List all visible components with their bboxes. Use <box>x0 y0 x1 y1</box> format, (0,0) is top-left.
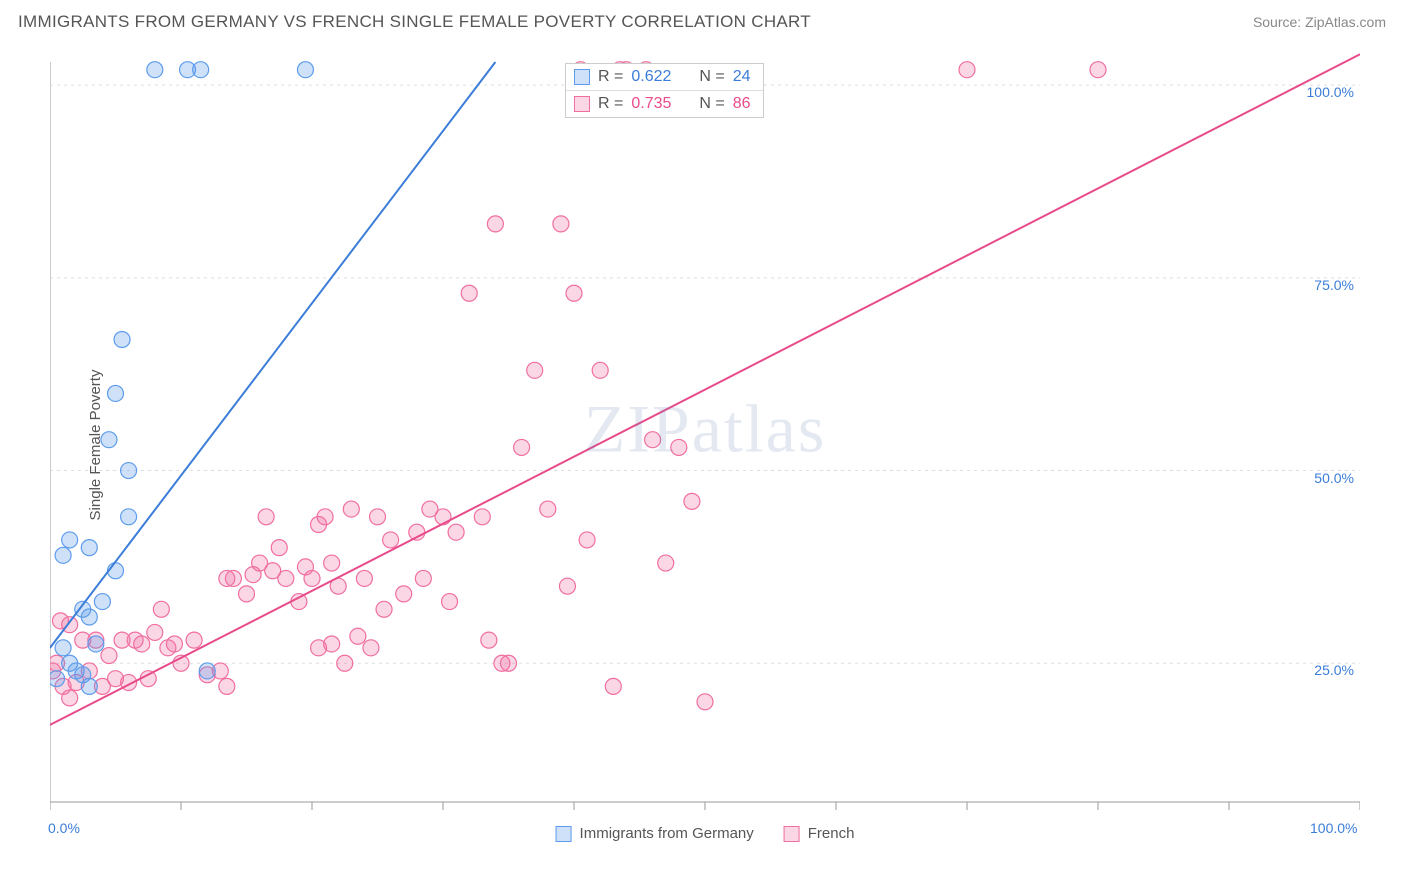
y-tick-label: 50.0% <box>1314 470 1354 486</box>
legend-swatch-icon <box>784 826 800 842</box>
r-value: 0.735 <box>631 95 671 113</box>
y-tick-label: 100.0% <box>1307 84 1354 100</box>
correlation-row: R = 0.622 N = 24 <box>566 64 763 91</box>
n-label: N = <box>699 68 724 86</box>
legend-item: French <box>784 825 855 842</box>
y-tick-label: 75.0% <box>1314 277 1354 293</box>
correlation-row: R = 0.735 N = 86 <box>566 91 763 117</box>
legend-item: Immigrants from Germany <box>556 825 754 842</box>
r-value: 0.622 <box>631 68 671 86</box>
chart-container: Single Female Poverty ZIPatlas R =0.622N… <box>50 50 1360 840</box>
n-value: 86 <box>733 95 751 113</box>
bottom-legend: Immigrants from Germany French <box>556 825 855 842</box>
n-label: N = <box>699 95 724 113</box>
scatter-plot <box>50 50 1360 840</box>
x-tick-label: 100.0% <box>1310 820 1357 836</box>
r-label: R = <box>598 68 623 86</box>
chart-source: Source: ZipAtlas.com <box>1253 14 1386 30</box>
n-value: 24 <box>733 68 751 86</box>
legend-label: Immigrants from Germany <box>580 825 754 842</box>
chart-title: IMMIGRANTS FROM GERMANY VS FRENCH SINGLE… <box>18 12 811 32</box>
y-tick-label: 25.0% <box>1314 662 1354 678</box>
legend-label: French <box>808 825 855 842</box>
chart-header: IMMIGRANTS FROM GERMANY VS FRENCH SINGLE… <box>0 0 1406 40</box>
x-tick-label: 0.0% <box>48 820 80 836</box>
legend-swatch-icon <box>574 96 590 112</box>
legend-swatch-icon <box>574 69 590 85</box>
legend-swatch-icon <box>556 826 572 842</box>
r-label: R = <box>598 95 623 113</box>
correlation-legend-box: R = 0.622 N = 24 R = 0.735 N = 86 <box>565 63 764 118</box>
